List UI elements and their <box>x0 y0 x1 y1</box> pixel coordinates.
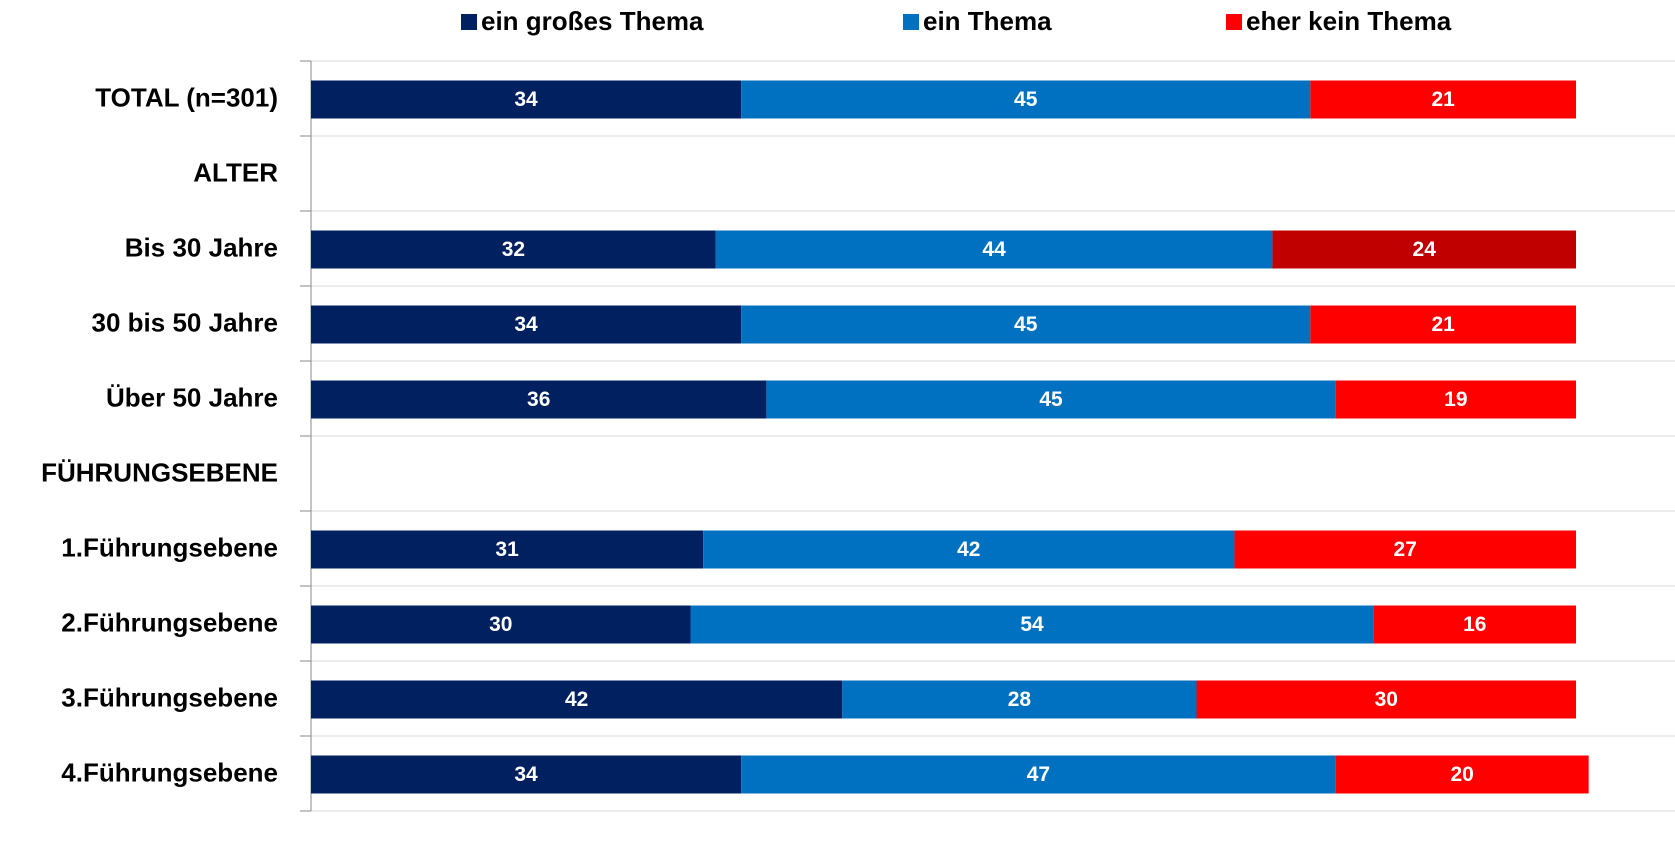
bar-segment <box>311 80 742 119</box>
value-label: 31 <box>495 538 519 561</box>
category-label: 2.Führungsebene <box>61 607 278 637</box>
bar-segment <box>1272 230 1576 269</box>
value-label: 45 <box>1014 313 1038 336</box>
category-label: TOTAL (n=301) <box>95 82 278 112</box>
value-label: 30 <box>1375 688 1398 711</box>
bar-segment <box>1335 380 1576 419</box>
legend-label: ein Thema <box>923 6 1052 36</box>
legend-label: eher kein Thema <box>1246 6 1452 36</box>
legend-swatch <box>1226 14 1242 30</box>
bar-segment <box>842 680 1197 719</box>
category-label: 30 bis 50 Jahre <box>92 307 278 337</box>
category-label: Bis 30 Jahre <box>125 232 278 262</box>
bar-segment <box>311 530 704 569</box>
category-label: FÜHRUNGSEBENE <box>41 457 278 487</box>
value-label: 34 <box>514 763 538 786</box>
bar-segment <box>311 230 716 269</box>
bar-segment <box>741 305 1311 344</box>
bar-segment <box>741 755 1336 794</box>
value-label: 36 <box>527 388 550 411</box>
value-label: 42 <box>565 688 588 711</box>
value-label: 21 <box>1431 313 1455 336</box>
category-label: 1.Führungsebene <box>61 532 278 562</box>
bar-segment <box>690 605 1374 644</box>
bar-segment <box>311 755 742 794</box>
bar-segment <box>311 680 843 719</box>
bar-segment <box>1310 305 1576 344</box>
bar-segment <box>311 380 767 419</box>
value-label: 30 <box>489 613 512 636</box>
legend-swatch <box>903 14 919 30</box>
category-label: Über 50 Jahre <box>106 382 278 412</box>
value-label: 19 <box>1444 388 1467 411</box>
category-label: 4.Führungsebene <box>61 757 278 787</box>
value-label: 34 <box>514 88 538 111</box>
value-label: 47 <box>1027 763 1050 786</box>
value-label: 28 <box>1008 688 1032 711</box>
bar-segment <box>1373 605 1576 644</box>
category-label: 3.Führungsebene <box>61 682 278 712</box>
bar-segment <box>311 305 742 344</box>
legend-swatch <box>461 14 477 30</box>
value-label: 32 <box>502 238 525 261</box>
bar-segment <box>311 605 691 644</box>
value-label: 16 <box>1463 613 1486 636</box>
value-label: 45 <box>1039 388 1063 411</box>
bar-segment <box>1310 80 1576 119</box>
bar-segment <box>741 80 1311 119</box>
bar-segment <box>766 380 1336 419</box>
value-label: 42 <box>957 538 980 561</box>
value-label: 54 <box>1020 613 1044 636</box>
bar-segment <box>703 530 1235 569</box>
bar-segment <box>1335 755 1589 794</box>
value-label: 44 <box>982 238 1006 261</box>
value-label: 24 <box>1413 238 1437 261</box>
value-label: 21 <box>1431 88 1455 111</box>
bar-segment <box>1234 530 1576 569</box>
bar-segment <box>715 230 1273 269</box>
category-label: ALTER <box>193 157 278 187</box>
value-label: 27 <box>1394 538 1417 561</box>
value-label: 45 <box>1014 88 1038 111</box>
value-label: 20 <box>1450 763 1473 786</box>
legend-label: ein großes Thema <box>481 6 704 36</box>
value-label: 34 <box>514 313 538 336</box>
bar-segment <box>1196 680 1576 719</box>
